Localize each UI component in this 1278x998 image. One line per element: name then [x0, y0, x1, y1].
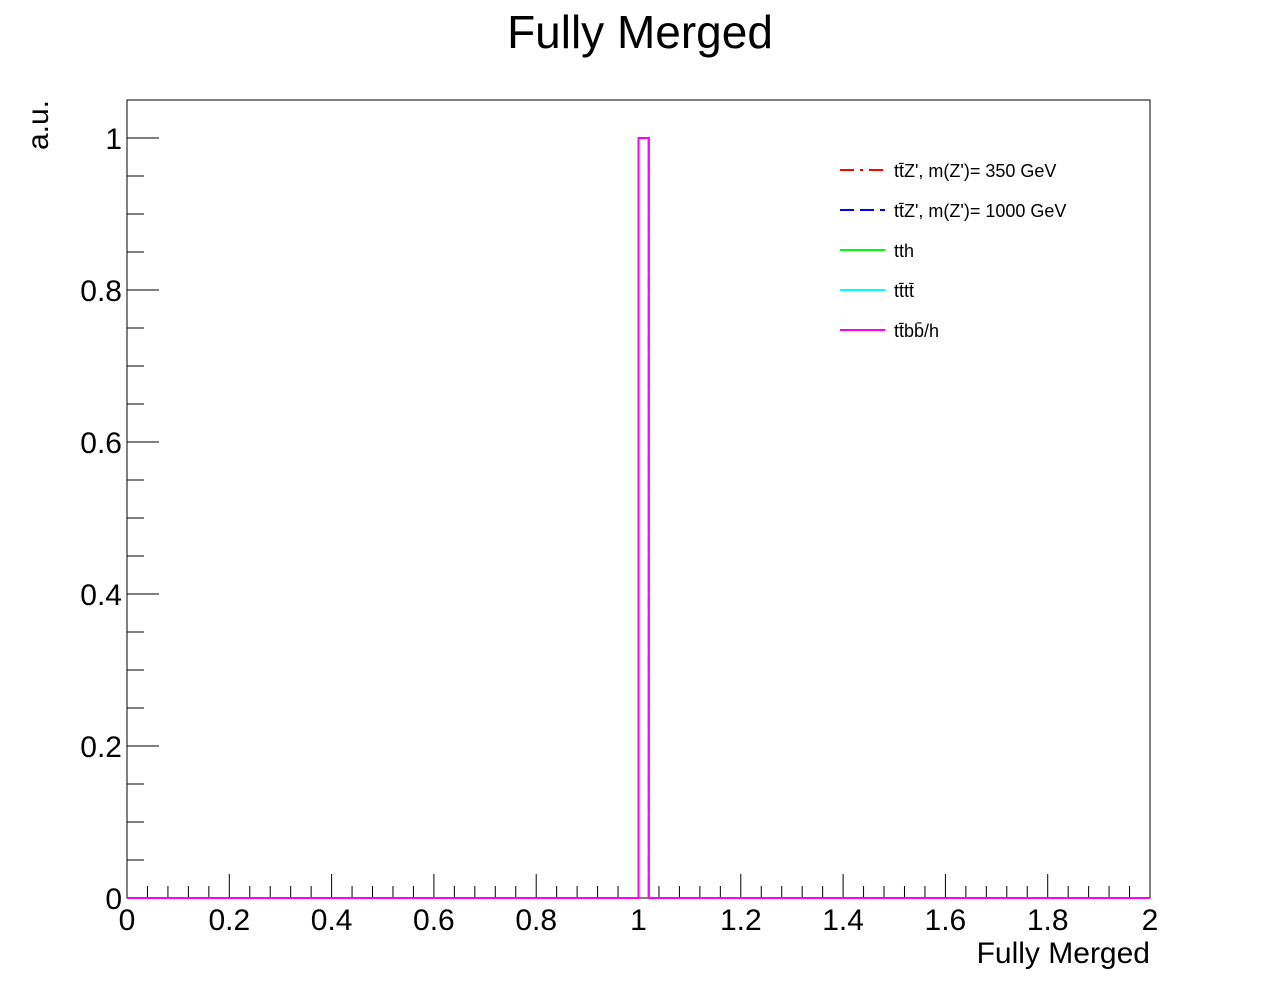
x-tick-label: 0 — [119, 904, 136, 937]
legend-label: tt̄tt̄ — [894, 281, 914, 301]
y-axis-label: a.u. — [22, 100, 55, 150]
x-axis-ticks — [126, 874, 1151, 898]
x-axis-tick-labels: 0 0.2 0.4 0.6 0.8 1 1.2 1.4 1.6 1.8 2 — [119, 904, 1159, 937]
y-axis-tick-labels: 0 0.2 0.4 0.6 0.8 1 — [80, 123, 122, 916]
x-tick-label: 1.8 — [1027, 904, 1069, 937]
x-tick-label: 0.4 — [311, 904, 353, 937]
x-axis-label: Fully Merged — [977, 937, 1150, 970]
legend-label: tth — [894, 241, 914, 261]
legend-label: tt̄bb̄/h — [894, 321, 939, 341]
x-tick-label: 2 — [1142, 904, 1159, 937]
legend-label: tt̄Z', m(Z')= 350 GeV — [894, 161, 1056, 181]
x-tick-label: 0.8 — [515, 904, 557, 937]
chart-title: Fully Merged — [507, 6, 773, 58]
y-tick-label: 1 — [105, 123, 122, 156]
x-tick-label: 0.6 — [413, 904, 455, 937]
x-tick-label: 1 — [630, 904, 647, 937]
histogram-series — [127, 137, 1150, 899]
x-tick-label: 1.4 — [822, 904, 864, 937]
y-tick-label: 0.4 — [80, 579, 122, 612]
series-line-4 — [127, 137, 1150, 899]
legend-label: tt̄Z', m(Z')= 1000 GeV — [894, 201, 1066, 221]
y-tick-label: 0.6 — [80, 427, 122, 460]
y-axis-ticks — [127, 99, 159, 899]
x-tick-label: 1.6 — [925, 904, 967, 937]
x-tick-label: 1.2 — [720, 904, 762, 937]
y-tick-label: 0 — [105, 883, 122, 916]
x-tick-label: 0.2 — [208, 904, 250, 937]
legend: tt̄Z', m(Z')= 350 GeV tt̄Z', m(Z')= 1000 … — [840, 161, 1066, 341]
y-tick-label: 0.2 — [80, 731, 122, 764]
y-tick-label: 0.8 — [80, 275, 122, 308]
